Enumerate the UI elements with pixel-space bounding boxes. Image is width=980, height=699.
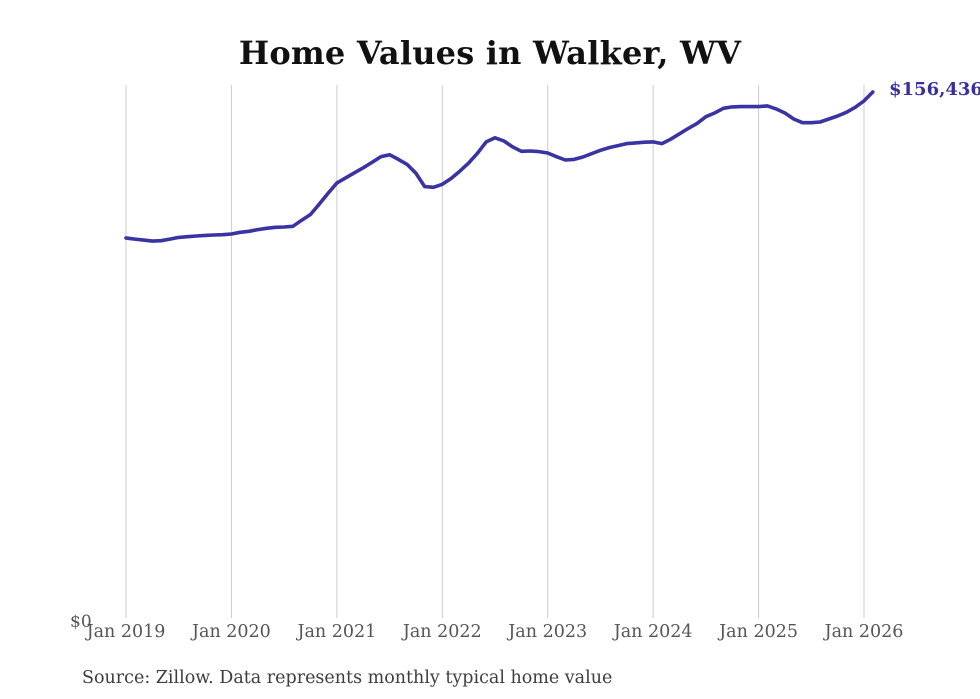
x-tick-label: Jan 2019 [85,622,166,642]
x-tick-label: Jan 2023 [506,622,587,642]
y-axis-zero-label: $0 [70,612,92,632]
x-tick-label: Jan 2024 [612,622,693,642]
vertical-gridlines [125,85,865,618]
x-tick-label: Jan 2026 [823,622,904,642]
x-tick-label: Jan 2025 [717,622,798,642]
home-value-series-line [124,90,875,243]
latest-value-label: $156,436 [889,79,980,100]
x-axis-tick-labels: Jan 2019 Jan 2020 Jan 2021 Jan 2022 Jan 2023… [85,622,904,642]
chart-title: Home Values in Walker, WV [238,34,742,72]
source-note: Source: Zillow. Data represents monthly … [82,668,613,688]
x-tick-label: Jan 2022 [401,622,482,642]
x-tick-label: Jan 2021 [295,622,376,642]
x-tick-label: Jan 2020 [190,622,271,642]
